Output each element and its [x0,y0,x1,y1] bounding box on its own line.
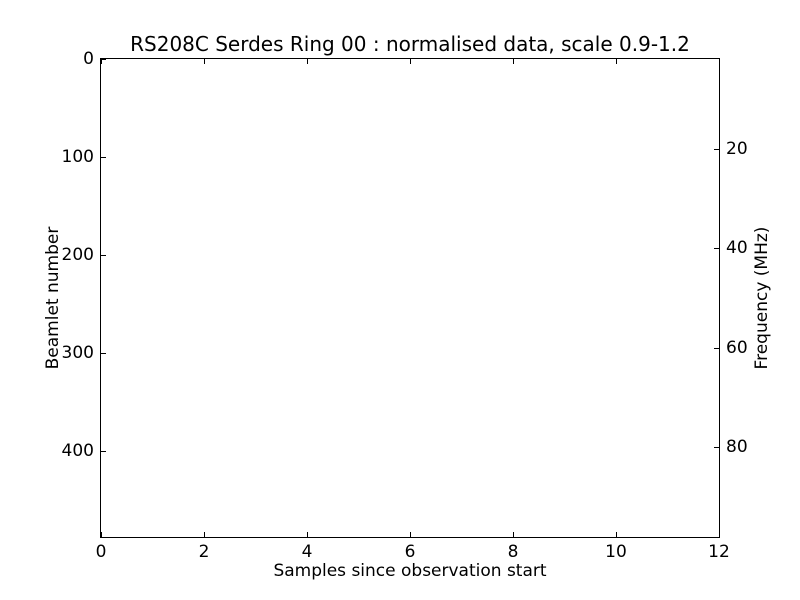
y-tick-label-left: 300 [61,343,94,363]
y-tick-mark-right [714,447,719,448]
x-tick-mark-bottom [513,532,514,537]
plot-area [100,58,720,538]
x-tick-mark-top [410,59,411,64]
y-tick-label-left: 400 [61,441,94,461]
y-tick-mark-left [101,59,106,60]
y-tick-mark-right [714,348,719,349]
y-tick-label-left: 0 [83,49,94,69]
y-tick-label-right: 40 [726,238,748,258]
x-tick-mark-bottom [307,532,308,537]
x-tick-mark-bottom [204,532,205,537]
y-tick-mark-right [714,248,719,249]
x-tick-label: 6 [404,542,416,562]
x-tick-label: 8 [507,542,519,562]
x-tick-mark-bottom [719,532,720,537]
x-tick-mark-top [719,59,720,64]
chart-title: RS208C Serdes Ring 00 : normalised data,… [130,32,690,56]
x-tick-mark-top [101,59,102,64]
y-tick-label-right: 60 [726,338,748,358]
x-tick-label: 12 [708,542,730,562]
y-tick-label-right: 20 [726,139,748,159]
y-tick-label-left: 200 [61,245,94,265]
x-tick-label: 2 [198,542,210,562]
x-tick-mark-bottom [410,532,411,537]
x-tick-mark-bottom [616,532,617,537]
x-tick-label: 0 [95,542,107,562]
y-tick-mark-left [101,255,106,256]
y-tick-label-left: 100 [61,147,94,167]
x-tick-mark-top [616,59,617,64]
y-tick-mark-left [101,157,106,158]
x-tick-mark-top [204,59,205,64]
x-tick-label: 4 [301,542,313,562]
x-tick-mark-top [307,59,308,64]
x-tick-label: 10 [605,542,627,562]
y-tick-mark-left [101,353,106,354]
y-axis-label-right: Frequency (MHz) [752,226,772,370]
y-tick-mark-left [101,451,106,452]
y-axis-label-left: Beamlet number [43,226,63,370]
x-tick-mark-bottom [101,532,102,537]
x-tick-mark-top [513,59,514,64]
y-tick-mark-right [714,149,719,150]
x-axis-label: Samples since observation start [273,561,547,581]
y-tick-label-right: 80 [726,437,748,457]
